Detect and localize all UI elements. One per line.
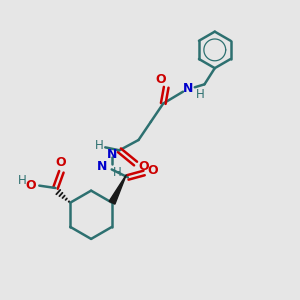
- Text: O: O: [56, 157, 66, 169]
- Text: H: H: [95, 140, 104, 152]
- Text: O: O: [147, 164, 158, 177]
- Text: N: N: [183, 82, 194, 95]
- Text: N: N: [106, 148, 117, 160]
- Text: O: O: [156, 73, 166, 85]
- Text: N: N: [97, 160, 107, 173]
- Text: O: O: [26, 179, 36, 192]
- Text: O: O: [139, 160, 149, 173]
- Text: H: H: [196, 88, 205, 101]
- Text: H: H: [112, 166, 122, 179]
- Text: H: H: [18, 174, 27, 187]
- Polygon shape: [109, 174, 126, 204]
